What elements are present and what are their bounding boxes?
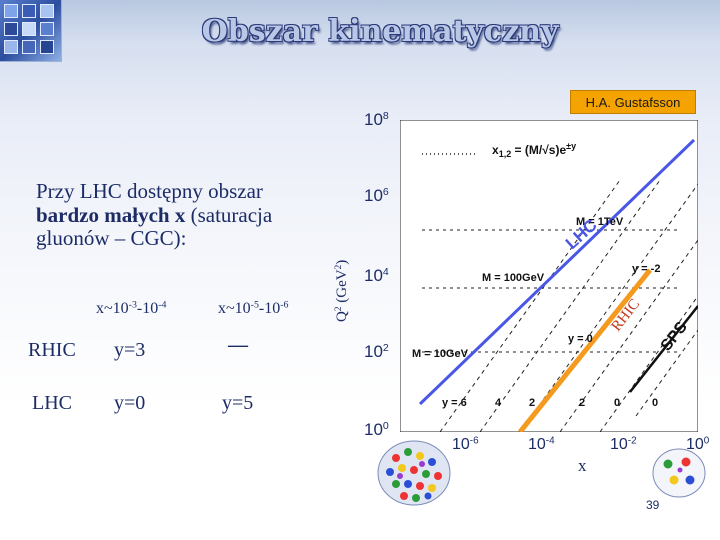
page-number: 39 — [646, 498, 660, 512]
rapidity-line-6 — [635, 329, 698, 417]
rapidity-label-y0: y = 0 — [568, 333, 593, 345]
lhc-line — [418, 138, 696, 406]
table-col2-header: x~10-5-10-6 — [218, 299, 289, 317]
y-tick-1e8: 108 — [364, 110, 389, 129]
kinematic-plot: x1,2 = (M/√s)e±y M = 1TeV M = 100GeV M =… — [400, 120, 698, 432]
rapidity-label-2a: 2 — [529, 397, 535, 409]
table-row-label-rhic: RHIC — [28, 339, 76, 361]
rapidity-line-5 — [599, 295, 698, 432]
logo-image — [0, 0, 62, 62]
x-axis-label: x — [578, 456, 587, 475]
table-cell-rhic-col1: y=3 — [114, 339, 146, 361]
y-axis-label: Q2 (GeV2) — [333, 259, 350, 322]
intro-line-2-rest: (saturacja — [185, 202, 273, 227]
rapidity-label-y-minus2: y = -2 — [632, 263, 660, 275]
rapidity-line-1 — [439, 179, 621, 432]
table-cell-lhc-col1: y=0 — [114, 392, 146, 414]
rhic-line — [518, 268, 652, 432]
y-tick-1e0: 100 — [364, 420, 389, 439]
rapidity-label-y6: y = 6 — [442, 397, 467, 409]
rapidity-label-2b: 2 — [579, 397, 585, 409]
table-row-label-lhc: LHC — [32, 392, 72, 414]
intro-line-2: bardzo małych x (saturacja — [36, 202, 326, 228]
mass-label-1tev: M = 1TeV — [576, 216, 624, 228]
table-cell-rhic-col2: — — [228, 334, 248, 356]
plot-formula: x1,2 = (M/√s)e±y — [492, 141, 576, 159]
table-col1-header: x~10-3-10-4 — [96, 299, 167, 317]
x-tick-1e-4: 10-4 — [528, 435, 555, 453]
mass-label-10gev: M = 10GeV — [412, 348, 469, 360]
intro-line-3: gluonów – CGC): — [36, 226, 187, 251]
table-cell-lhc-col2: y=5 — [222, 392, 254, 414]
dilute-nucleus-image — [652, 448, 706, 498]
x-tick-1e0: 100 — [686, 435, 710, 453]
rapidity-label-4: 4 — [495, 397, 502, 409]
author-label: H.A. Gustafsson — [570, 90, 696, 114]
slide-title: Obszar kinematyczny — [201, 14, 559, 49]
y-tick-1e2: 102 — [364, 342, 389, 361]
rapidity-label-0b: 0 — [652, 397, 658, 409]
dense-nucleus-image — [377, 440, 451, 506]
intro-line-1: Przy LHC dostępny obszar — [36, 179, 263, 203]
rapidity-line-2 — [479, 179, 661, 432]
x-tick-1e-2: 10-2 — [610, 435, 637, 453]
rapidity-line-3 — [519, 183, 698, 432]
rapidity-label-0a: 0 — [614, 397, 620, 409]
plot-frame — [400, 120, 698, 432]
intro-line-2-bold: bardzo małych x — [36, 202, 186, 227]
y-tick-1e4: 104 — [364, 266, 389, 285]
x-tick-1e-6: 10-6 — [452, 435, 479, 453]
sps-line — [629, 305, 698, 393]
intro-text: Przy LHC dostępny obszar bardzo małych x… — [36, 179, 326, 251]
mass-label-100gev: M = 100GeV — [482, 272, 545, 284]
y-tick-1e6: 106 — [364, 186, 389, 205]
